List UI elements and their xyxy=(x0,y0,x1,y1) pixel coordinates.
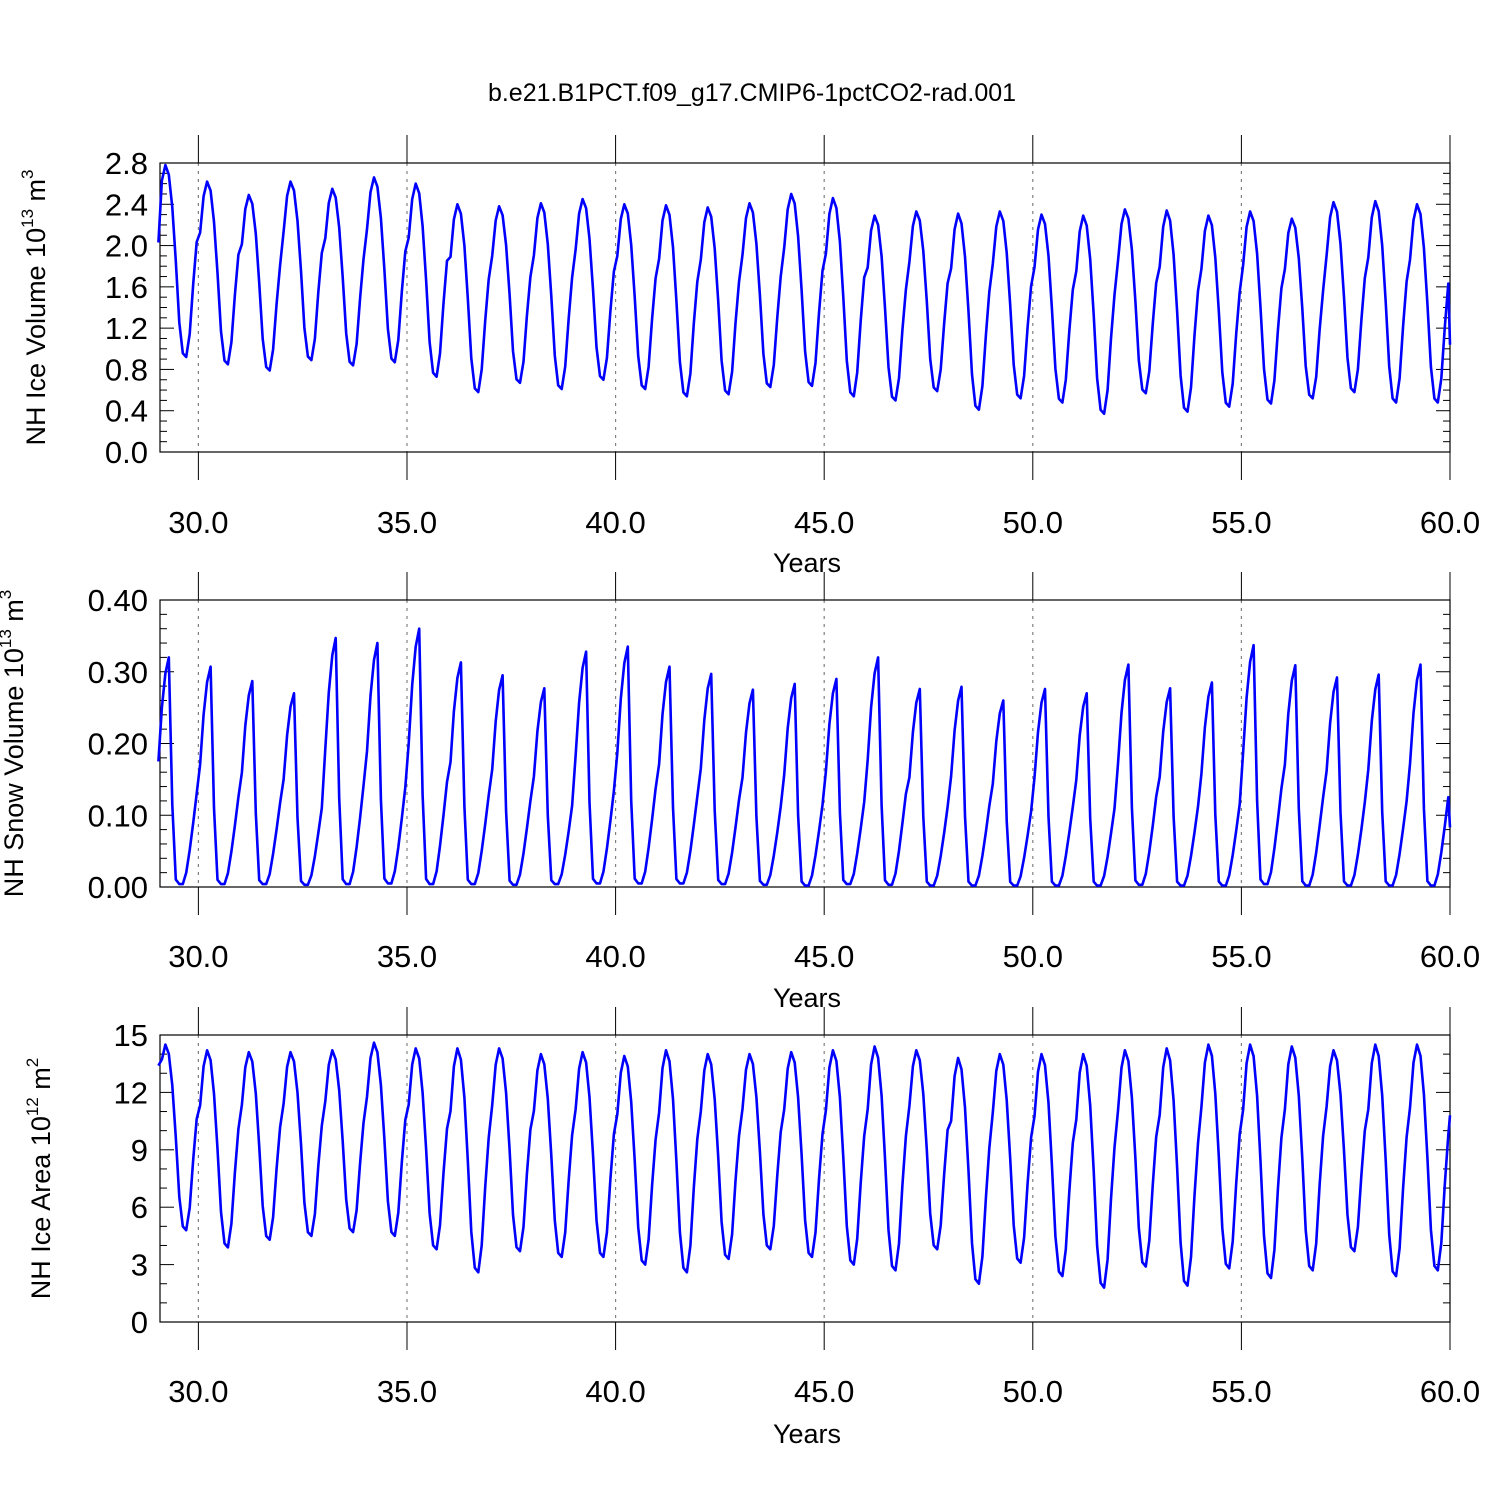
x-tick-label: 40.0 xyxy=(585,1374,645,1409)
plot-frame xyxy=(159,1034,1451,1323)
y-tick-label: 2.0 xyxy=(105,229,148,264)
y-tick-label: 2.4 xyxy=(105,187,148,222)
y-tick-label: 12 xyxy=(114,1075,148,1110)
plot-frame xyxy=(159,162,1451,453)
x-tick-label: 40.0 xyxy=(585,939,645,974)
y-tick-label: 9 xyxy=(131,1133,148,1168)
x-tick-label: 60.0 xyxy=(1420,505,1480,540)
x-tick-label: 35.0 xyxy=(377,939,437,974)
y-tick-label: 0.20 xyxy=(88,727,148,762)
y-tick-label: 0.40 xyxy=(88,583,148,618)
x-tick-label: 50.0 xyxy=(1003,939,1063,974)
x-tick-label: 30.0 xyxy=(168,939,228,974)
x-tick-label: 45.0 xyxy=(794,505,854,540)
x-tick-label: 60.0 xyxy=(1420,1374,1480,1409)
series-line xyxy=(157,627,1452,887)
y-tick-label: 0.10 xyxy=(88,798,148,833)
x-tick-label: 55.0 xyxy=(1211,1374,1271,1409)
y-tick-label: 0.8 xyxy=(105,352,148,387)
figure-title: b.e21.B1PCT.f09_g17.CMIP6-1pctCO2-rad.00… xyxy=(488,79,1016,107)
x-tick-label: 50.0 xyxy=(1003,505,1063,540)
y-tick-label: 6 xyxy=(131,1190,148,1225)
x-tick-label: 45.0 xyxy=(794,1374,854,1409)
x-axis-label: Years xyxy=(773,548,841,578)
y-tick-label: 2.8 xyxy=(105,146,148,181)
x-tick-label: 30.0 xyxy=(168,1374,228,1409)
panel-2: 0.00 0.10 0.20 0.30 0.40 30.0 35.0 40.0 45.0 50.0… xyxy=(0,572,1480,1013)
x-tick-label: 45.0 xyxy=(794,939,854,974)
panel-1: 0.0 0.4 0.8 1.2 1.6 2.0 2.4 2.8 30.0 35.0 40.0 45.0… xyxy=(18,135,1480,578)
y-axis-label: NH Snow Volume 1013 m3 xyxy=(0,590,29,898)
x-tick-label: 60.0 xyxy=(1420,939,1480,974)
y-tick-label: 15 xyxy=(114,1018,148,1053)
series-line xyxy=(157,1041,1452,1289)
series-line xyxy=(157,163,1452,416)
y-tick-label: 0 xyxy=(131,1305,148,1340)
x-axis-label: Years xyxy=(773,1419,841,1449)
y-tick-label: 0.0 xyxy=(105,435,148,470)
x-tick-label: 50.0 xyxy=(1003,1374,1063,1409)
y-tick-label: 0.30 xyxy=(88,655,148,690)
x-tick-label: 40.0 xyxy=(585,505,645,540)
x-tick-label: 35.0 xyxy=(377,505,437,540)
y-tick-label: 0.00 xyxy=(88,870,148,905)
panels: 0.0 0.4 0.8 1.2 1.6 2.0 2.4 2.8 30.0 35.0 40.0 45.0… xyxy=(0,135,1480,1449)
y-axis-label: NH Ice Area 1012 m2 xyxy=(23,1058,56,1299)
x-axis-label: Years xyxy=(773,983,841,1013)
panel-3: 0 3 6 9 12 15 30.0 35.0 40.0 45.0 50.0 55.0 60.0 Year… xyxy=(23,1007,1480,1449)
y-tick-label: 1.2 xyxy=(105,311,148,346)
y-axis-label: NH Ice Volume 1013 m3 xyxy=(18,170,51,446)
y-tick-label: 0.4 xyxy=(105,394,148,429)
x-tick-label: 30.0 xyxy=(168,505,228,540)
x-tick-label: 55.0 xyxy=(1211,939,1271,974)
y-tick-label: 1.6 xyxy=(105,270,148,305)
y-tick-label: 3 xyxy=(131,1248,148,1283)
x-tick-label: 35.0 xyxy=(377,1374,437,1409)
x-tick-label: 55.0 xyxy=(1211,505,1271,540)
